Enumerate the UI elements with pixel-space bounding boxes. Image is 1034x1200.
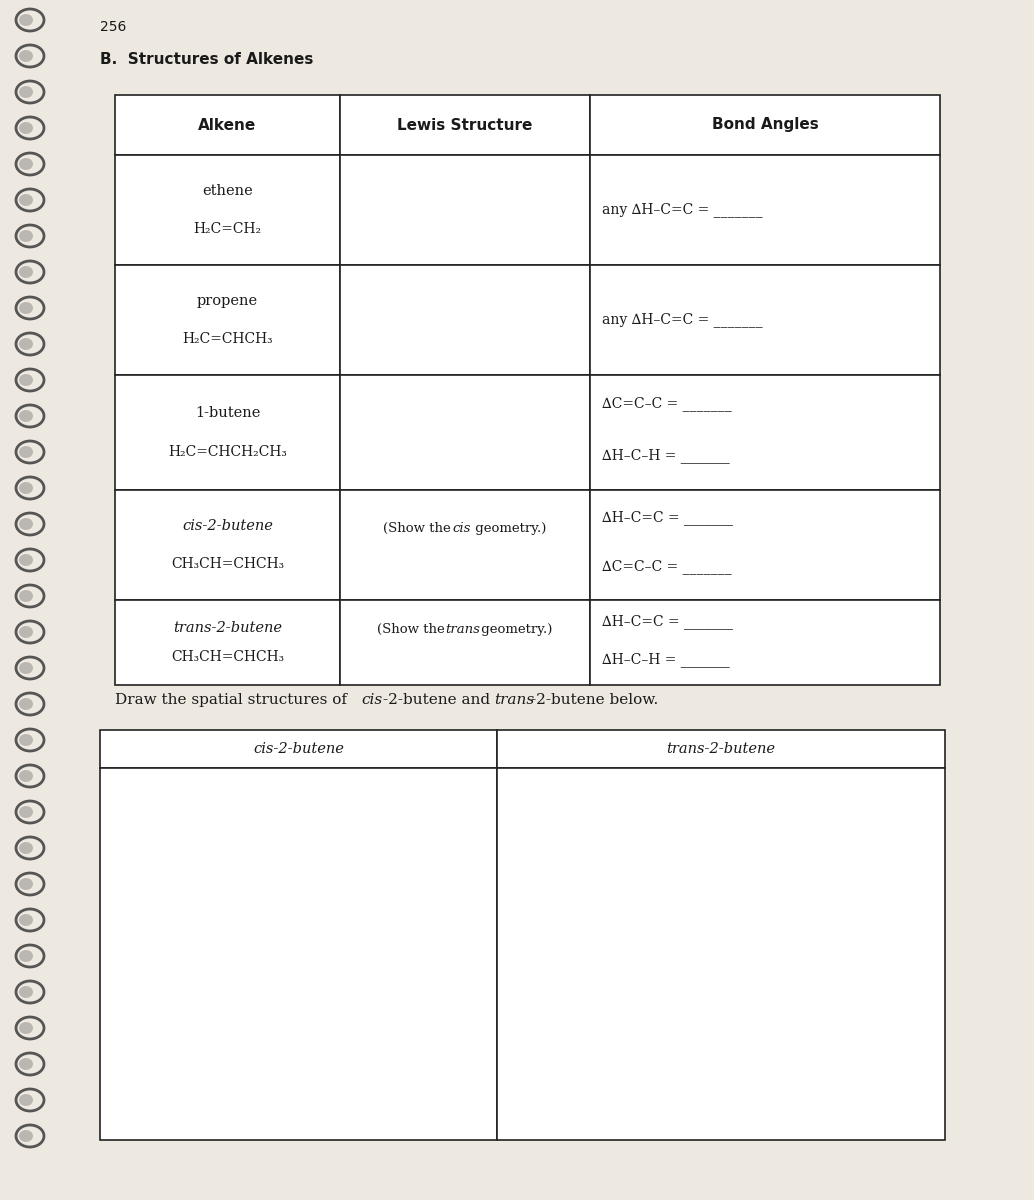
Text: geometry.): geometry.) bbox=[478, 623, 553, 636]
Bar bbox=[590, 155, 940, 265]
Text: Draw the spatial structures of: Draw the spatial structures of bbox=[115, 692, 352, 707]
Ellipse shape bbox=[19, 50, 33, 62]
Text: trans: trans bbox=[494, 692, 535, 707]
Ellipse shape bbox=[19, 1058, 33, 1070]
Ellipse shape bbox=[19, 842, 33, 854]
Text: any ∆H–C=C = _______: any ∆H–C=C = _______ bbox=[602, 203, 763, 217]
Text: trans-2-butene: trans-2-butene bbox=[667, 742, 776, 756]
Ellipse shape bbox=[19, 302, 33, 314]
Ellipse shape bbox=[19, 194, 33, 206]
Ellipse shape bbox=[19, 554, 33, 566]
Text: ∆H–C=C = _______: ∆H–C=C = _______ bbox=[602, 614, 733, 629]
Bar bbox=[340, 490, 590, 600]
Text: -2-butene below.: -2-butene below. bbox=[531, 692, 659, 707]
Text: 1-butene: 1-butene bbox=[194, 406, 261, 420]
Text: 256: 256 bbox=[100, 20, 126, 34]
Ellipse shape bbox=[19, 770, 33, 782]
Text: cis-2-butene: cis-2-butene bbox=[253, 742, 344, 756]
Ellipse shape bbox=[19, 914, 33, 926]
Ellipse shape bbox=[19, 698, 33, 710]
Text: ∆C=C–C = _______: ∆C=C–C = _______ bbox=[602, 559, 732, 575]
Text: ∆H–C–H = _______: ∆H–C–H = _______ bbox=[602, 448, 730, 463]
Text: ∆H–C–H = _______: ∆H–C–H = _______ bbox=[602, 652, 730, 667]
Text: (Show the: (Show the bbox=[377, 623, 449, 636]
Ellipse shape bbox=[19, 590, 33, 602]
Text: geometry.): geometry.) bbox=[472, 522, 546, 535]
Ellipse shape bbox=[19, 86, 33, 98]
Ellipse shape bbox=[19, 14, 33, 26]
Bar bbox=[590, 95, 940, 155]
Text: H₂C=CH₂: H₂C=CH₂ bbox=[193, 222, 262, 235]
Ellipse shape bbox=[19, 1094, 33, 1106]
Ellipse shape bbox=[19, 1022, 33, 1034]
Ellipse shape bbox=[19, 410, 33, 422]
Text: any ∆H–C=C = _______: any ∆H–C=C = _______ bbox=[602, 312, 763, 328]
Ellipse shape bbox=[19, 1130, 33, 1142]
Bar bbox=[590, 265, 940, 374]
Ellipse shape bbox=[19, 158, 33, 170]
Bar bbox=[115, 265, 340, 374]
Bar bbox=[340, 600, 590, 685]
Bar bbox=[340, 95, 590, 155]
Bar bbox=[115, 374, 340, 490]
Ellipse shape bbox=[19, 338, 33, 350]
Ellipse shape bbox=[19, 266, 33, 278]
Text: ∆C=C–C = _______: ∆C=C–C = _______ bbox=[602, 396, 732, 412]
Text: trans: trans bbox=[446, 623, 481, 636]
Text: CH₃CH=CHCH₃: CH₃CH=CHCH₃ bbox=[171, 650, 284, 664]
Ellipse shape bbox=[19, 446, 33, 458]
Ellipse shape bbox=[19, 806, 33, 818]
Text: CH₃CH=CHCH₃: CH₃CH=CHCH₃ bbox=[171, 557, 284, 571]
Text: Alkene: Alkene bbox=[199, 118, 256, 132]
Text: -2-butene and: -2-butene and bbox=[384, 692, 495, 707]
Bar bbox=[497, 768, 945, 1140]
Ellipse shape bbox=[19, 950, 33, 962]
Ellipse shape bbox=[19, 374, 33, 386]
Bar bbox=[340, 265, 590, 374]
Ellipse shape bbox=[19, 122, 33, 134]
Bar bbox=[100, 768, 497, 1140]
Text: H₂C=CHCH₂CH₃: H₂C=CHCH₂CH₃ bbox=[169, 445, 287, 460]
Bar bbox=[115, 600, 340, 685]
Bar bbox=[115, 490, 340, 600]
Text: (Show the: (Show the bbox=[384, 522, 455, 535]
Bar bbox=[340, 155, 590, 265]
Text: cis-2-butene: cis-2-butene bbox=[182, 520, 273, 533]
Ellipse shape bbox=[19, 878, 33, 890]
Text: propene: propene bbox=[196, 294, 258, 308]
Text: B.  Structures of Alkenes: B. Structures of Alkenes bbox=[100, 52, 313, 67]
Text: trans-2-butene: trans-2-butene bbox=[173, 622, 282, 635]
Text: H₂C=CHCH₃: H₂C=CHCH₃ bbox=[182, 331, 273, 346]
Bar bbox=[497, 730, 945, 768]
Bar bbox=[590, 374, 940, 490]
Bar bbox=[115, 95, 340, 155]
Bar bbox=[100, 730, 497, 768]
Ellipse shape bbox=[19, 230, 33, 242]
Text: cis: cis bbox=[452, 522, 470, 535]
Text: Bond Angles: Bond Angles bbox=[711, 118, 818, 132]
Ellipse shape bbox=[19, 518, 33, 530]
Bar bbox=[340, 374, 590, 490]
Text: ethene: ethene bbox=[202, 185, 253, 198]
Bar bbox=[115, 155, 340, 265]
Bar bbox=[590, 600, 940, 685]
Ellipse shape bbox=[19, 986, 33, 998]
Ellipse shape bbox=[19, 482, 33, 494]
Bar bbox=[590, 490, 940, 600]
Text: Lewis Structure: Lewis Structure bbox=[397, 118, 533, 132]
Ellipse shape bbox=[19, 626, 33, 638]
Ellipse shape bbox=[19, 662, 33, 674]
Ellipse shape bbox=[19, 734, 33, 746]
Text: cis: cis bbox=[361, 692, 383, 707]
Text: ∆H–C=C = _______: ∆H–C=C = _______ bbox=[602, 510, 733, 524]
